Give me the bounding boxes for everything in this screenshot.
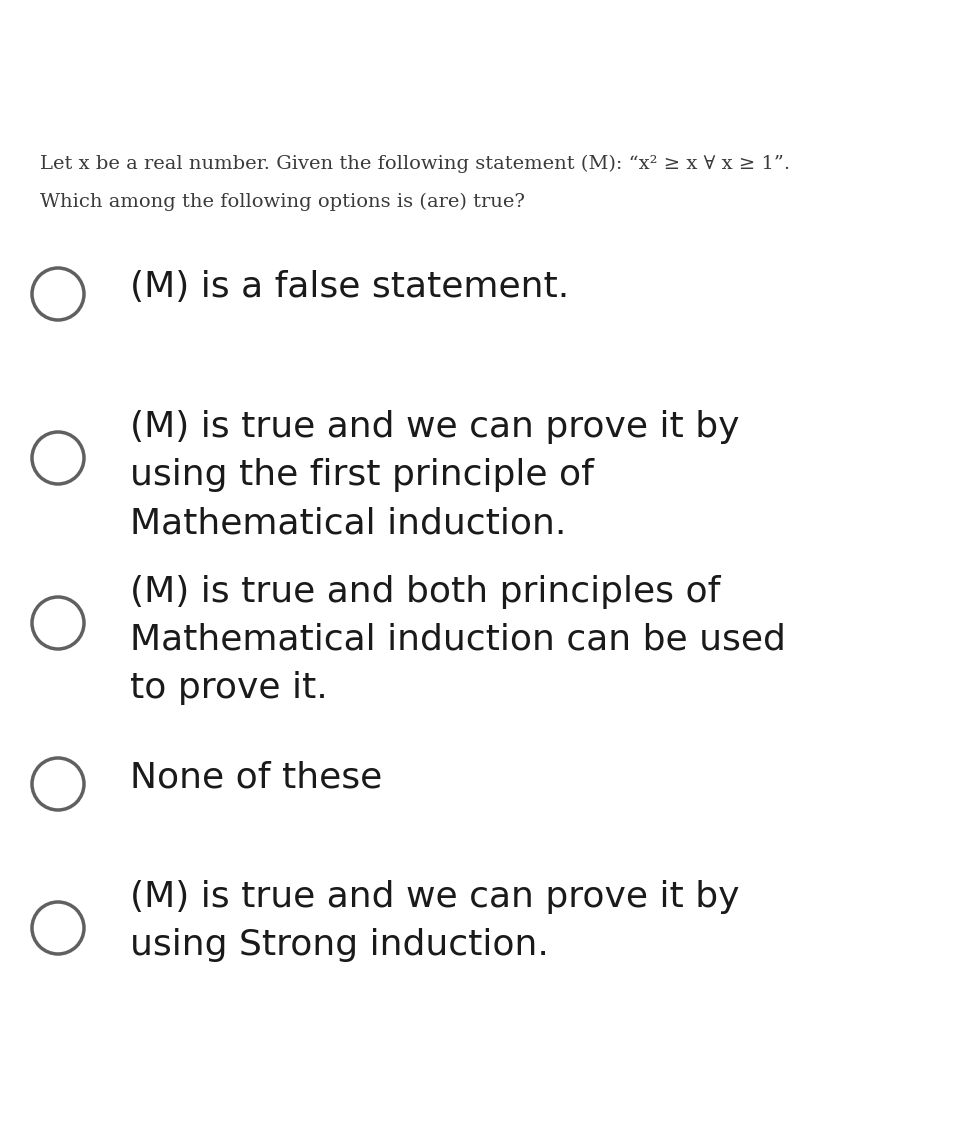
Text: Mathematical induction can be used: Mathematical induction can be used: [130, 623, 786, 657]
Circle shape: [32, 432, 84, 483]
Circle shape: [32, 268, 84, 320]
Circle shape: [32, 597, 84, 649]
Text: using the first principle of: using the first principle of: [130, 458, 594, 492]
Circle shape: [32, 758, 84, 810]
Text: Mathematical induction.: Mathematical induction.: [130, 506, 567, 540]
Text: (M) is a false statement.: (M) is a false statement.: [130, 270, 570, 304]
Text: using Strong induction.: using Strong induction.: [130, 928, 549, 962]
Text: (M) is true and we can prove it by: (M) is true and we can prove it by: [130, 410, 740, 444]
Text: to prove it.: to prove it.: [130, 671, 328, 706]
Text: Let x be a real number. Given the following statement (M): “x² ≥ x ∀ x ≥ 1”.: Let x be a real number. Given the follow…: [40, 156, 790, 174]
Text: (M) is true and both principles of: (M) is true and both principles of: [130, 575, 720, 609]
Text: (M) is true and we can prove it by: (M) is true and we can prove it by: [130, 880, 740, 914]
Text: Which among the following options is (are) true?: Which among the following options is (ar…: [40, 193, 525, 211]
Circle shape: [32, 902, 84, 953]
Text: None of these: None of these: [130, 760, 382, 795]
